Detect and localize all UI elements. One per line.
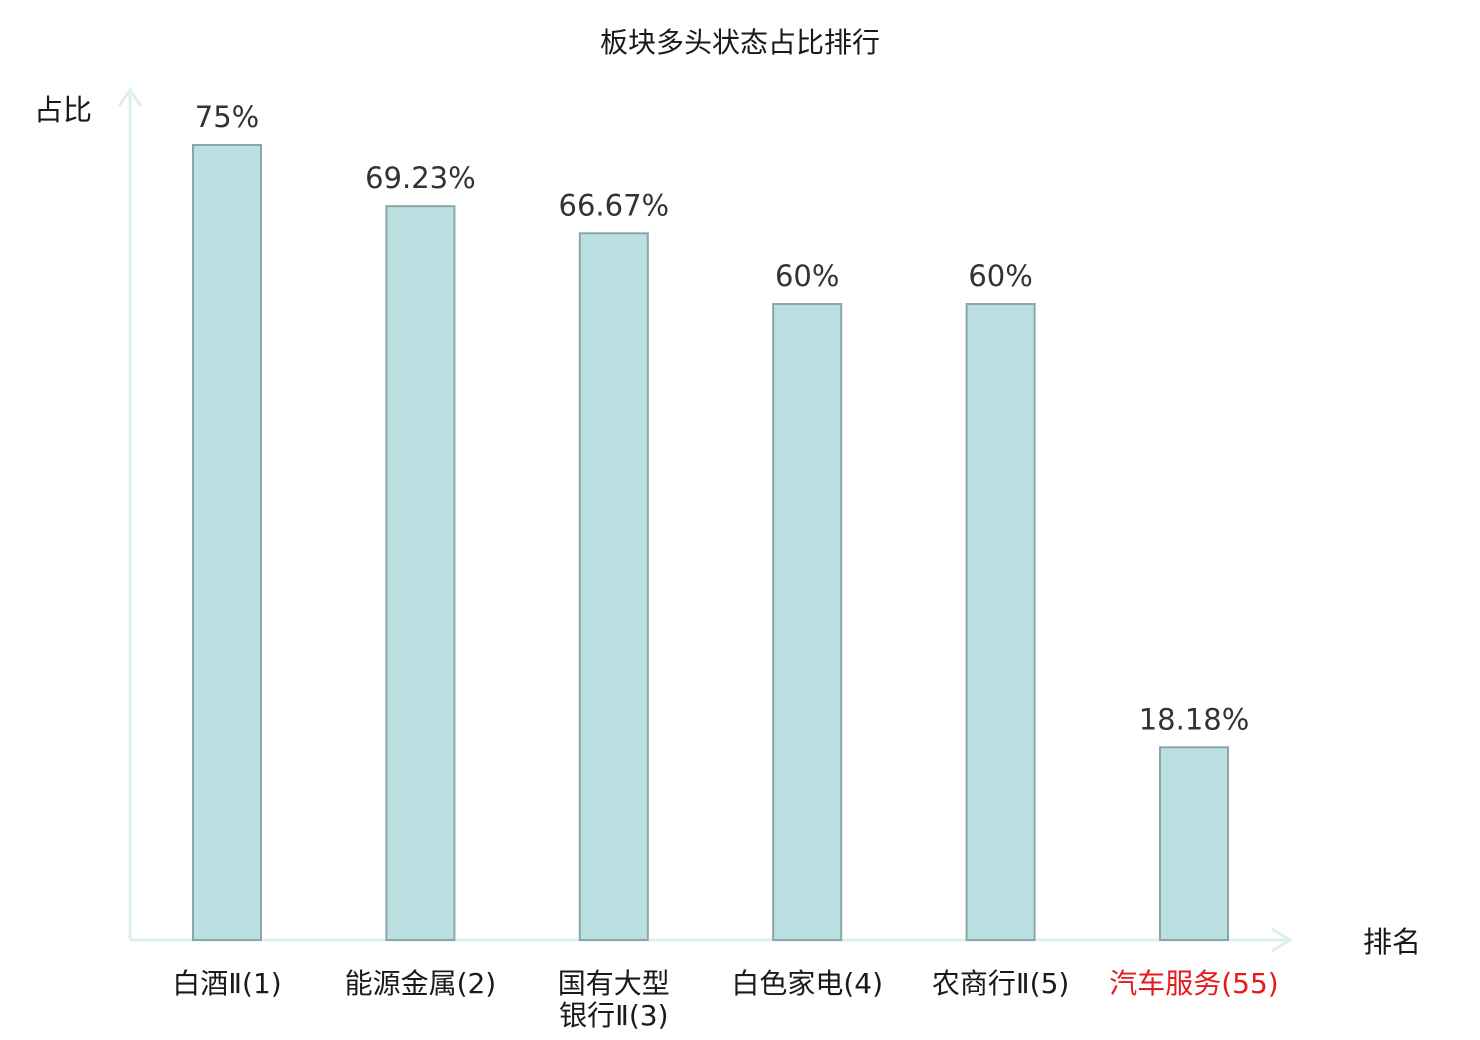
value-label-6: 18.18%: [1139, 702, 1250, 736]
x-tick-label-4: 白色家电(4): [731, 967, 883, 1000]
x-tick-label-3: 国有大型: [558, 967, 670, 1000]
x-tick-label-6: 汽车服务(55): [1109, 967, 1278, 1000]
bar-1: [192, 144, 262, 941]
bar-2: [385, 205, 456, 942]
value-label-2: 69.23%: [365, 161, 476, 195]
x-axis-label: 排名: [1363, 925, 1421, 959]
value-label-3: 66.67%: [559, 188, 670, 222]
value-label-1: 75%: [195, 100, 259, 134]
y-axis-label: 占比: [34, 93, 92, 127]
value-label-5: 60%: [968, 259, 1032, 293]
chart-title: 板块多头状态占比排行: [600, 26, 880, 59]
x-axis-arrow-icon: [1271, 927, 1293, 953]
bar-6: [1159, 746, 1229, 941]
x-tick-label-5: 农商行Ⅱ(5): [932, 967, 1069, 1000]
bar-5: [965, 303, 1036, 941]
bar-3: [578, 232, 649, 942]
bar-4: [772, 303, 843, 941]
value-label-4: 60%: [775, 259, 839, 293]
y-axis-arrow-icon: [117, 87, 143, 107]
x-tick-label-2: 能源金属(2): [345, 967, 497, 1000]
x-tick-label-1: 白酒Ⅱ(1): [172, 967, 281, 1000]
x-tick-label-3: 银行Ⅱ(3): [559, 999, 668, 1032]
